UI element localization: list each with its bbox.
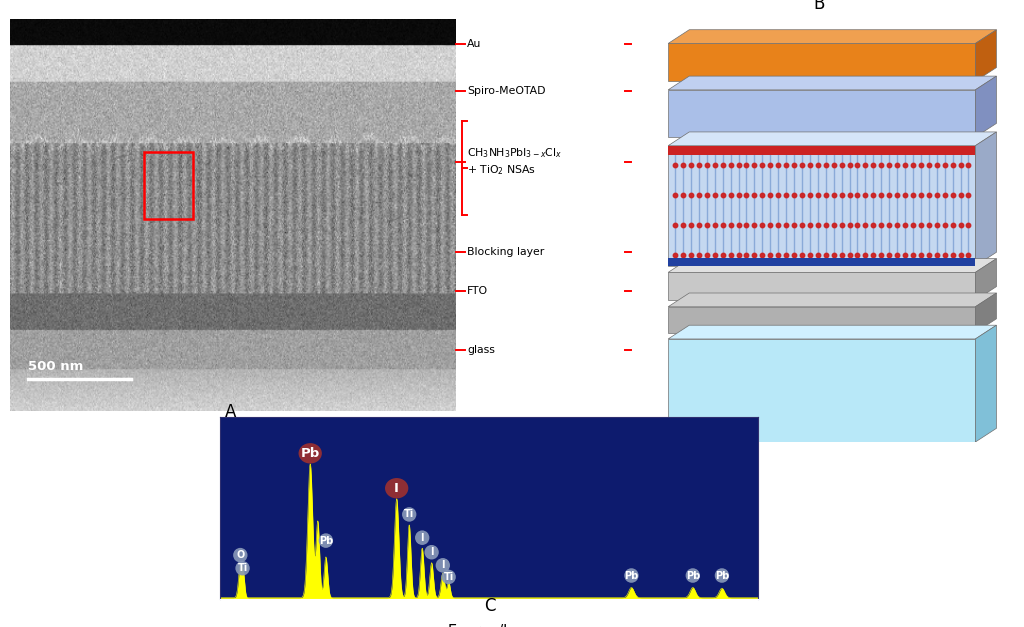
Polygon shape bbox=[668, 132, 996, 145]
Polygon shape bbox=[975, 132, 996, 266]
Text: O: O bbox=[237, 550, 245, 560]
Polygon shape bbox=[975, 325, 996, 442]
Text: FTO: FTO bbox=[467, 286, 488, 296]
Text: Pb: Pb bbox=[301, 447, 319, 460]
Polygon shape bbox=[668, 272, 975, 300]
Text: B: B bbox=[813, 0, 825, 13]
Text: Au: Au bbox=[467, 40, 481, 50]
Ellipse shape bbox=[318, 534, 333, 548]
Polygon shape bbox=[975, 259, 996, 300]
Text: Pb: Pb bbox=[715, 571, 729, 581]
Polygon shape bbox=[668, 325, 996, 339]
Ellipse shape bbox=[236, 561, 250, 576]
Ellipse shape bbox=[299, 443, 322, 463]
Ellipse shape bbox=[625, 568, 639, 582]
Polygon shape bbox=[668, 145, 975, 155]
Polygon shape bbox=[668, 307, 975, 332]
Polygon shape bbox=[668, 43, 975, 82]
Polygon shape bbox=[668, 145, 975, 266]
Text: C: C bbox=[483, 598, 496, 615]
Polygon shape bbox=[668, 339, 975, 442]
Polygon shape bbox=[668, 293, 996, 307]
Text: I: I bbox=[430, 547, 433, 557]
Ellipse shape bbox=[385, 478, 409, 498]
Text: Spiro-MeOTAD: Spiro-MeOTAD bbox=[467, 87, 546, 97]
Text: I: I bbox=[394, 482, 399, 495]
Text: Pb: Pb bbox=[318, 535, 333, 545]
Text: Pb: Pb bbox=[625, 571, 639, 581]
Polygon shape bbox=[668, 259, 996, 272]
Polygon shape bbox=[975, 293, 996, 332]
Text: Ti: Ti bbox=[404, 509, 415, 519]
Polygon shape bbox=[668, 258, 975, 266]
Polygon shape bbox=[975, 29, 996, 82]
Ellipse shape bbox=[415, 530, 429, 545]
Text: Ti: Ti bbox=[238, 563, 248, 573]
X-axis label: Energy/kev: Energy/kev bbox=[449, 624, 529, 627]
Polygon shape bbox=[668, 29, 996, 43]
Ellipse shape bbox=[441, 570, 456, 584]
Text: Blocking layer: Blocking layer bbox=[467, 247, 544, 257]
Text: 500 nm: 500 nm bbox=[28, 360, 83, 372]
Polygon shape bbox=[668, 90, 975, 137]
Ellipse shape bbox=[686, 568, 700, 582]
Ellipse shape bbox=[715, 568, 729, 582]
Text: Pb: Pb bbox=[686, 571, 700, 581]
Ellipse shape bbox=[435, 558, 450, 572]
Ellipse shape bbox=[233, 548, 248, 562]
Ellipse shape bbox=[402, 507, 417, 522]
Text: A: A bbox=[224, 403, 237, 421]
Ellipse shape bbox=[424, 545, 438, 559]
Polygon shape bbox=[668, 76, 996, 90]
Bar bbox=[143, 152, 193, 219]
Text: CH$_3$NH$_3$PbI$_{3-x}$Cl$_x$
+ TiO$_2$ NSAs: CH$_3$NH$_3$PbI$_{3-x}$Cl$_x$ + TiO$_2$ … bbox=[467, 147, 562, 177]
Text: I: I bbox=[441, 561, 444, 571]
Polygon shape bbox=[975, 76, 996, 137]
Text: Ti: Ti bbox=[443, 572, 454, 582]
Text: glass: glass bbox=[467, 345, 495, 355]
Text: I: I bbox=[421, 533, 424, 543]
